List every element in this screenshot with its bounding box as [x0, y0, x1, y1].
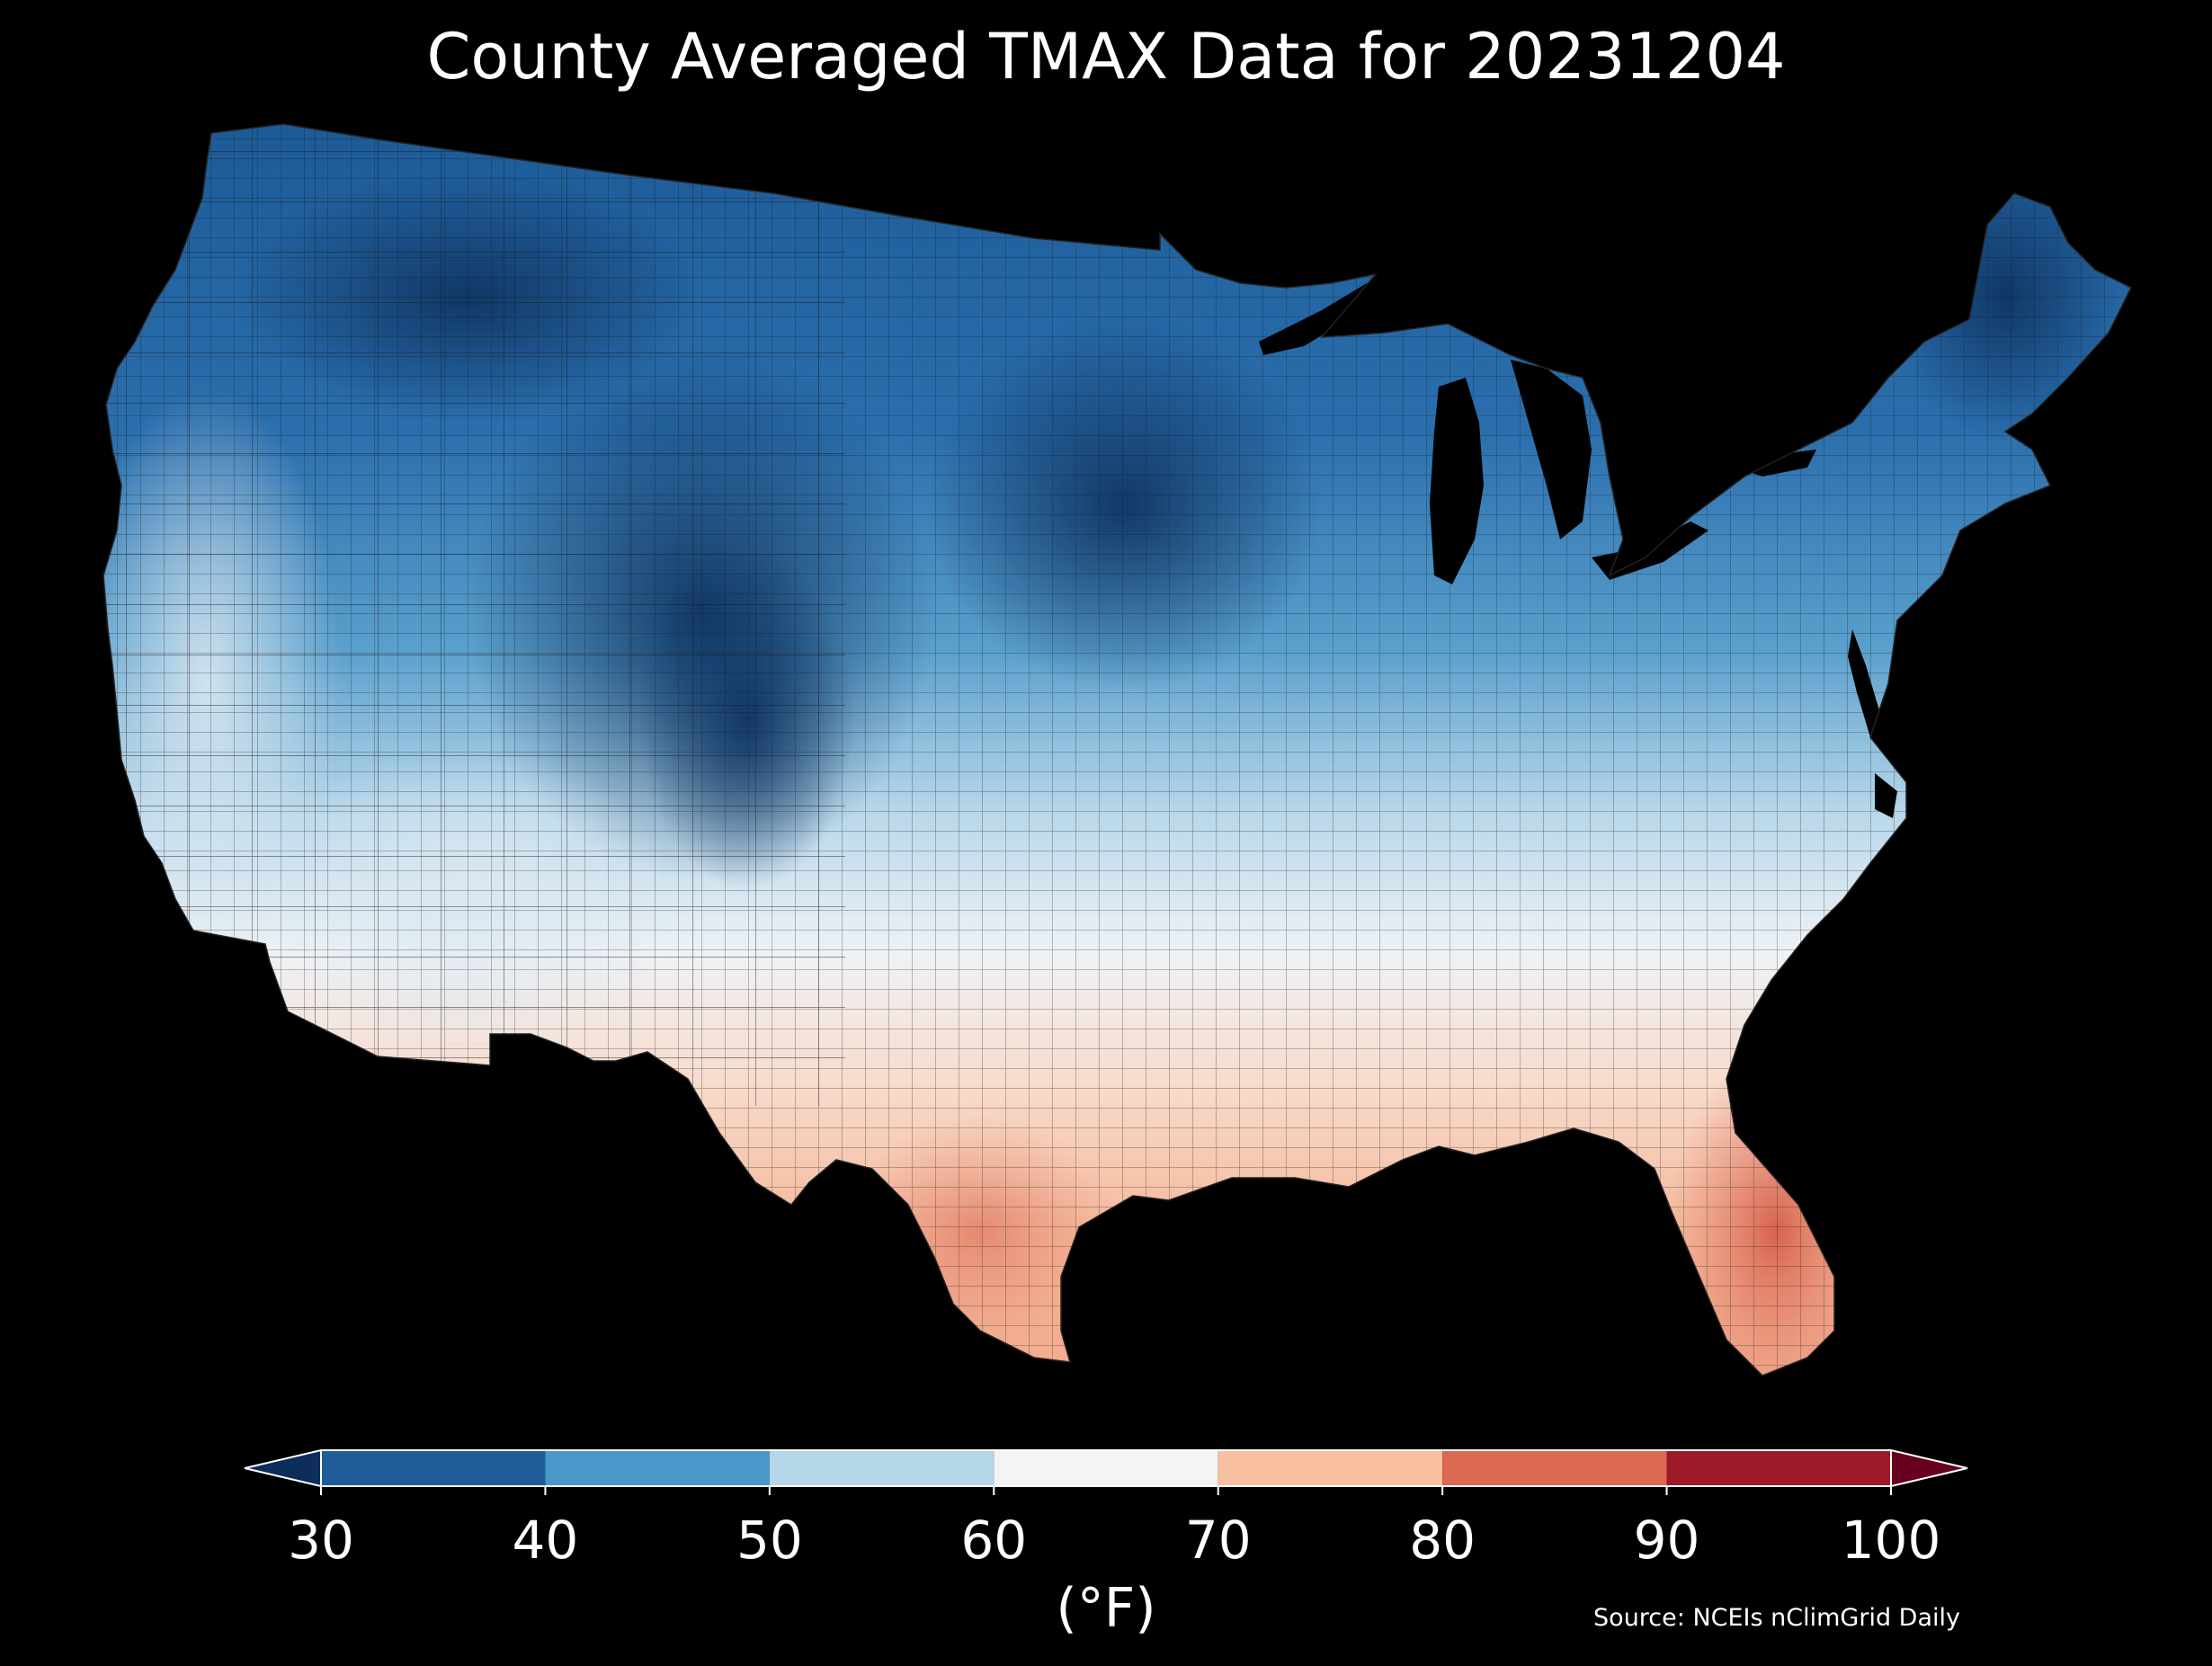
- colorbar-ticks: [320, 1486, 1892, 1495]
- coastal-water: [1848, 629, 1897, 818]
- lake-erie: [1592, 521, 1708, 580]
- lake-huron: [1511, 360, 1592, 539]
- pamlico-sound: [1875, 773, 1897, 818]
- colorbar-bin-50-60: [769, 1450, 995, 1486]
- colorbar-over-extension: [1890, 1448, 1968, 1488]
- colorbar-under-extension: [244, 1448, 322, 1488]
- colorbar-bin-40-50: [545, 1450, 770, 1486]
- colorbar-bin-70-80: [1217, 1450, 1443, 1486]
- colorbar-tick-label: 30: [288, 1510, 354, 1571]
- colorbar-bin-90-100: [1666, 1450, 1891, 1486]
- colorbar-tick-label: 70: [1184, 1510, 1252, 1571]
- colorbar-bin-60-70: [994, 1450, 1218, 1486]
- map-title: County Averaged TMAX Data for 20231204: [426, 20, 1786, 94]
- colorbar-tick-label: 50: [736, 1510, 803, 1571]
- colorbar-frame: [320, 1449, 1892, 1487]
- great-lakes: [1259, 283, 1816, 584]
- colorbar-tick-label: 90: [1633, 1510, 1700, 1571]
- colorbar-unit-label: (°F): [1056, 1577, 1156, 1640]
- colorbar-tick-label: 60: [960, 1510, 1028, 1571]
- lake-superior: [1259, 283, 1380, 355]
- source-credit: Source: NCEIs nClimGrid Daily: [1593, 1604, 1960, 1632]
- colorbar-tick-label: 40: [512, 1510, 579, 1571]
- lake-michigan: [1430, 378, 1484, 584]
- colorbar-bins: [321, 1450, 1891, 1486]
- chesapeake-bay: [1848, 629, 1884, 746]
- colorbar-tick-label: 80: [1409, 1510, 1476, 1571]
- colorbar-tick-label: 100: [1841, 1510, 1941, 1571]
- colorbar-bin-30-40: [321, 1450, 546, 1486]
- lake-ontario: [1735, 450, 1816, 477]
- colorbar-bin-80-90: [1442, 1450, 1667, 1486]
